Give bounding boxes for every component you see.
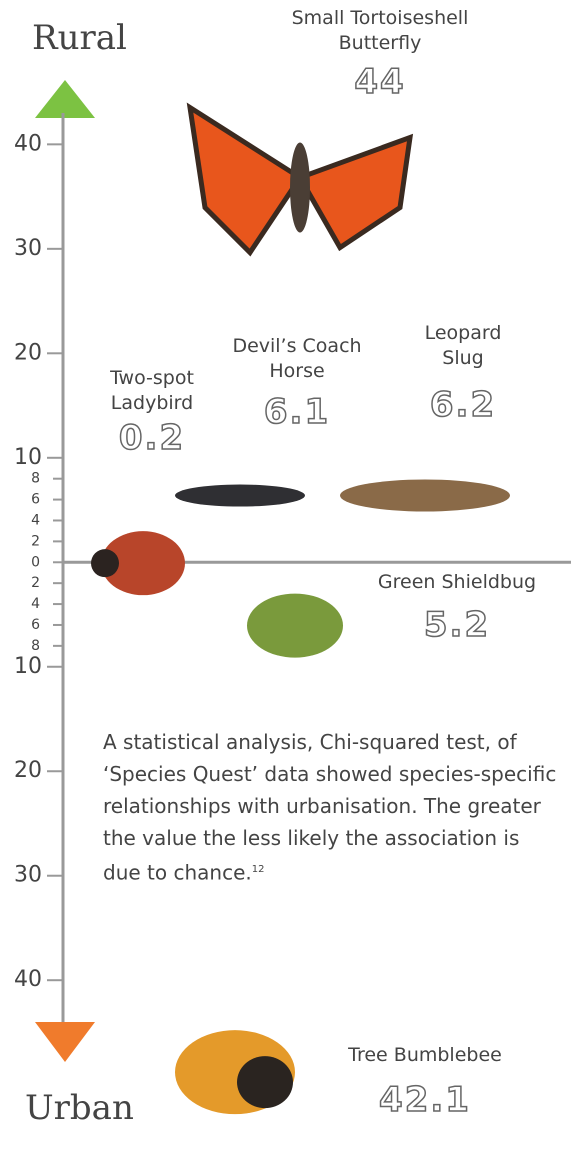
body: [340, 479, 510, 511]
urban-label: Urban: [25, 1088, 134, 1128]
rural-arrow: [35, 80, 95, 118]
y-tick-label: 10: [14, 654, 42, 679]
y-tick-label: 0: [31, 554, 40, 570]
y-tick-label: 20: [14, 340, 42, 365]
species-name: Leopard Slug: [418, 321, 508, 371]
y-tick-label: 6: [31, 492, 40, 508]
urban-arrow: [35, 1022, 95, 1062]
y-tick-label: 2: [31, 575, 40, 591]
species-name: Tree Bumblebee: [315, 1043, 535, 1068]
y-tick-label: 30: [14, 236, 42, 261]
species-marker: [91, 531, 185, 595]
y-tick-label: 30: [14, 863, 42, 888]
y-tick-label: 10: [14, 445, 42, 470]
body: [175, 485, 305, 507]
note-ref: 12: [252, 864, 265, 875]
y-tick-label: 8: [31, 638, 40, 654]
y-tick-label: 8: [31, 471, 40, 487]
y-tick-label: 40: [14, 967, 42, 992]
y-tick-label: 4: [31, 596, 40, 612]
species-name: Small Tortoiseshell Butterfly: [265, 6, 495, 56]
species-name: Devil’s Coach Horse: [217, 334, 377, 384]
y-tick-label: 40: [14, 131, 42, 156]
rural-label: Rural: [32, 18, 127, 58]
species-marker: [247, 594, 343, 658]
species-name: Green Shieldbug: [342, 570, 571, 595]
y-tick-label: 2: [31, 533, 40, 549]
y-tick-label: 6: [31, 617, 40, 633]
species-marker: [175, 485, 305, 507]
y-tick-label: 20: [14, 758, 42, 783]
species-marker: [175, 1030, 295, 1114]
infographic: 4030201086420246810203040 Rural Urban A …: [0, 0, 571, 1157]
note-text: A statistical analysis, Chi-squared test…: [103, 730, 556, 885]
wing: [300, 138, 410, 248]
species-value: 44: [300, 62, 460, 102]
body: [247, 594, 343, 658]
note: A statistical analysis, Chi-squared test…: [103, 726, 558, 889]
species-value: 6.2: [383, 385, 543, 425]
species-marker: [190, 108, 410, 253]
body: [290, 143, 310, 233]
species-value: 0.2: [72, 418, 232, 458]
head: [91, 549, 119, 577]
tail: [237, 1056, 293, 1108]
y-tick-label: 4: [31, 512, 40, 528]
species-name: Two-spot Ladybird: [97, 366, 207, 416]
species-value: 42.1: [345, 1080, 505, 1120]
species-value: 6.1: [217, 392, 377, 432]
wing: [190, 108, 300, 253]
species-value: 5.2: [377, 605, 537, 645]
species-marker: [340, 479, 510, 511]
